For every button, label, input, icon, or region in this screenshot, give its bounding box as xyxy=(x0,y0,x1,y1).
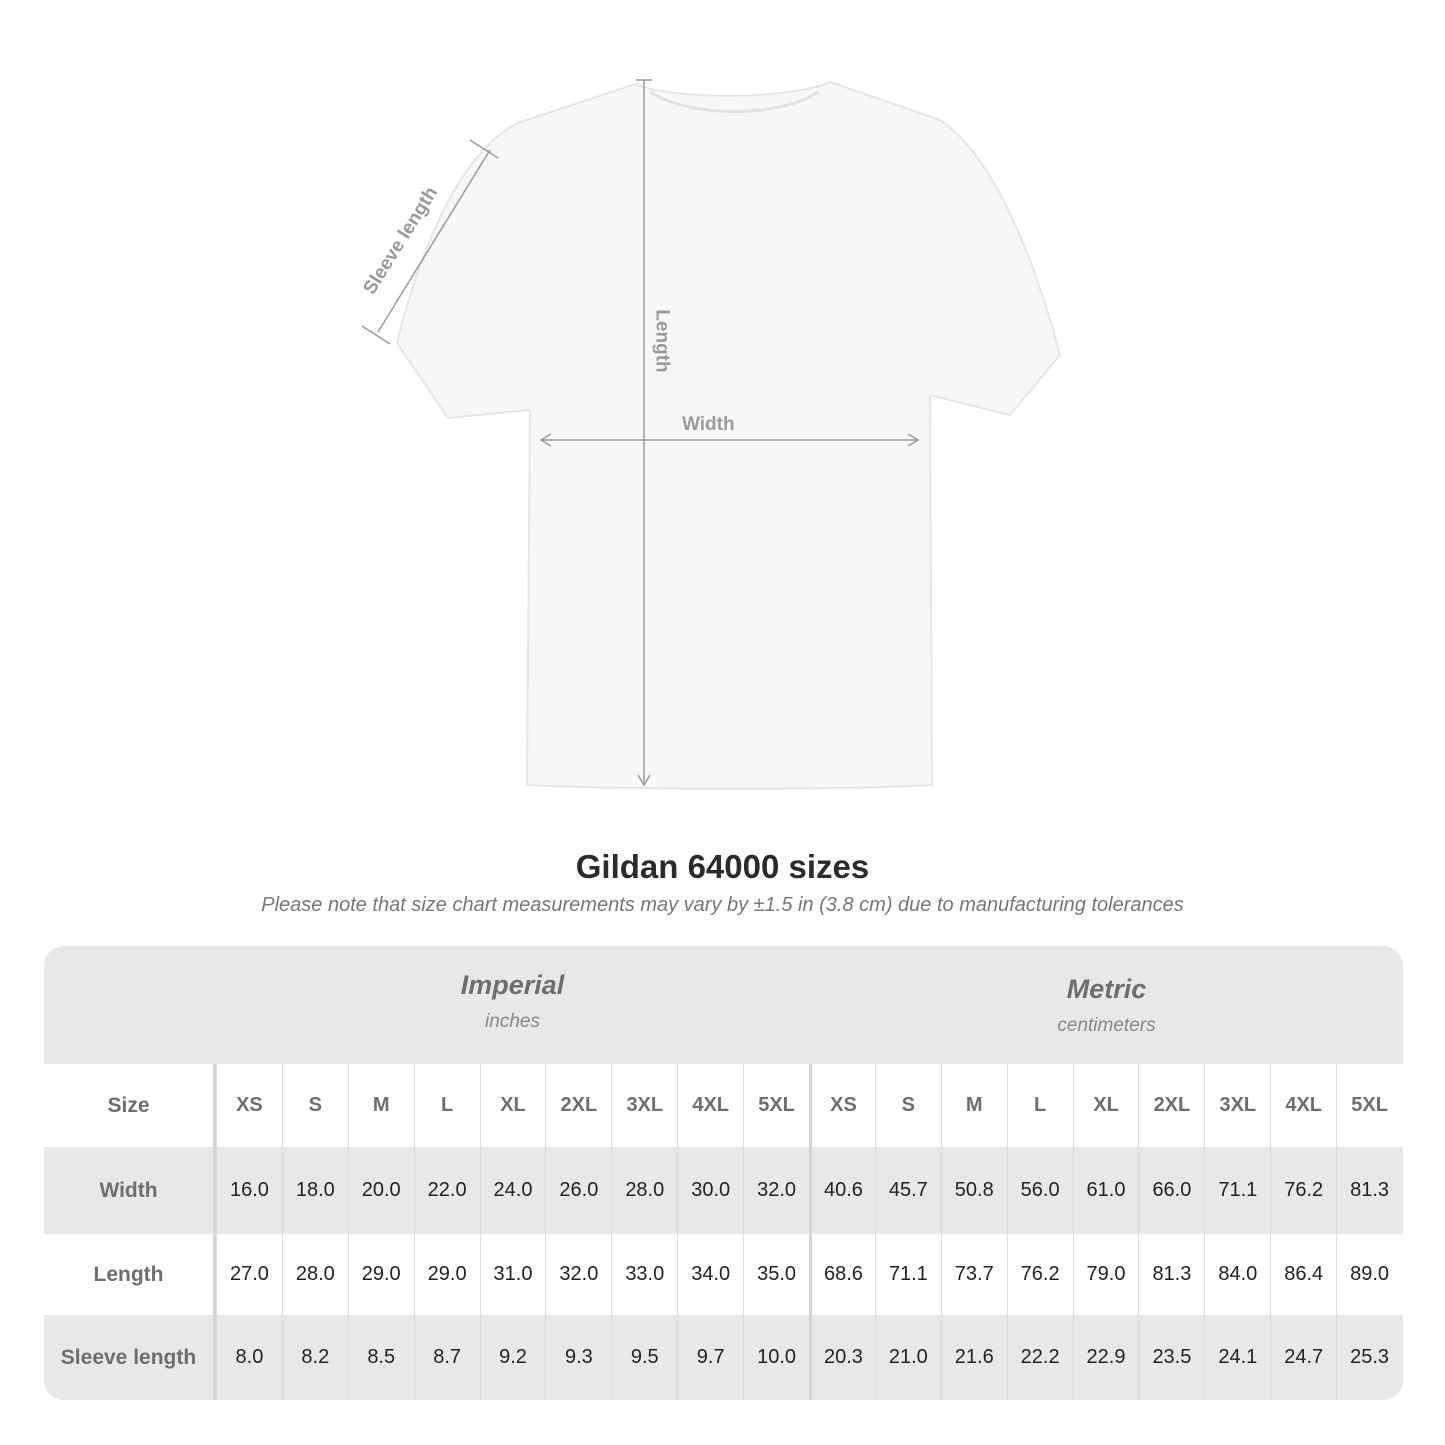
table-cell: 27.0 xyxy=(216,1234,282,1315)
size-metric-xl: XL xyxy=(1072,1064,1139,1147)
table-cell: 18.0 xyxy=(281,1147,348,1234)
table-cell: 61.0 xyxy=(1072,1147,1139,1234)
table-cell: 8.2 xyxy=(281,1315,348,1400)
table-row-width: Width 16.0 18.0 20.0 22.0 24.0 26.0 28.0 30.0 32.… xyxy=(44,1147,1403,1234)
size-metric-5xl: 5XL xyxy=(1336,1064,1402,1147)
table-cell: 9.3 xyxy=(545,1315,611,1400)
table-row-length: Length 27.0 28.0 29.0 29.0 31.0 32.0 33.0 34.0 35… xyxy=(44,1234,1403,1315)
size-metric-s: S xyxy=(874,1064,941,1147)
metric-header: Metric centimeters xyxy=(810,974,1403,1092)
table-cell: 68.6 xyxy=(809,1234,875,1315)
row-label: Length xyxy=(44,1234,216,1315)
table-cell: 81.3 xyxy=(1336,1147,1402,1234)
size-metric-4xl: 4XL xyxy=(1270,1064,1336,1147)
size-metric-3xl: 3XL xyxy=(1204,1064,1270,1147)
table-row-sleeve-length: Sleeve length 8.0 8.2 8.5 8.7 9.2 9.3 9.5 9.7 10.… xyxy=(44,1315,1403,1400)
table-cell: 33.0 xyxy=(611,1234,677,1315)
table-cell: 32.0 xyxy=(545,1234,611,1315)
table-cell: 32.0 xyxy=(743,1147,809,1234)
metric-unit: centimeters xyxy=(1057,1015,1156,1036)
table-cell: 89.0 xyxy=(1336,1234,1402,1315)
size-metric-m: M xyxy=(940,1064,1007,1147)
table-cell: 10.0 xyxy=(743,1315,809,1400)
table-cell: 79.0 xyxy=(1072,1234,1139,1315)
table-cell: 24.1 xyxy=(1204,1315,1270,1400)
table-cell: 20.3 xyxy=(809,1315,875,1400)
size-metric-xs: XS xyxy=(809,1064,875,1147)
table-cell: 71.1 xyxy=(1204,1147,1270,1234)
table-cell: 9.7 xyxy=(677,1315,743,1400)
size-label: Size xyxy=(44,1064,216,1147)
table-cell: 84.0 xyxy=(1204,1234,1270,1315)
table-cell: 8.5 xyxy=(347,1315,414,1400)
size-imperial-m: M xyxy=(347,1064,414,1147)
table-cell: 81.3 xyxy=(1138,1234,1204,1315)
table-cell: 21.0 xyxy=(874,1315,941,1400)
size-imperial-4xl: 4XL xyxy=(677,1064,743,1147)
table-cell: 8.0 xyxy=(216,1315,282,1400)
size-imperial-s: S xyxy=(281,1064,348,1147)
size-table: Imperial inches Metric centimeters Size X… xyxy=(44,946,1403,1400)
table-cell: 26.0 xyxy=(545,1147,611,1234)
table-cell: 22.9 xyxy=(1072,1315,1139,1400)
imperial-unit: inches xyxy=(485,1011,540,1032)
table-cell: 73.7 xyxy=(940,1234,1007,1315)
table-cell: 35.0 xyxy=(743,1234,809,1315)
table-cell: 71.1 xyxy=(874,1234,941,1315)
table-cell: 30.0 xyxy=(677,1147,743,1234)
page-title: Gildan 64000 sizes xyxy=(575,848,870,885)
table-cell: 16.0 xyxy=(216,1147,282,1234)
table-cell: 31.0 xyxy=(479,1234,546,1315)
table-cell: 86.4 xyxy=(1270,1234,1336,1315)
size-imperial-xl: XL xyxy=(479,1064,546,1147)
table-cell: 45.7 xyxy=(874,1147,941,1234)
length-label: Length xyxy=(651,309,673,373)
table-cell: 76.2 xyxy=(1006,1234,1073,1315)
table-cell: 22.2 xyxy=(1006,1315,1073,1400)
table-cell: 21.6 xyxy=(940,1315,1007,1400)
size-imperial-5xl: 5XL xyxy=(743,1064,809,1147)
table-cell: 50.8 xyxy=(940,1147,1007,1234)
table-cell: 23.5 xyxy=(1138,1315,1204,1400)
tshirt-image xyxy=(395,80,1062,790)
table-cell: 56.0 xyxy=(1006,1147,1073,1234)
width-arrow xyxy=(539,433,920,447)
row-label: Sleeve length xyxy=(44,1315,216,1400)
table-cell: 29.0 xyxy=(413,1234,480,1315)
width-label: Width xyxy=(682,414,735,435)
size-header-row: Size XS S M L XL 2XL 3XL 4XL 5XL XS S M L XL 2XL 3XL 4XL 5… xyxy=(44,1064,1403,1147)
table-cell: 34.0 xyxy=(677,1234,743,1315)
tolerance-note: Please note that size chart measurements… xyxy=(261,894,1184,916)
table-cell: 25.3 xyxy=(1336,1315,1402,1400)
imperial-header: Imperial inches xyxy=(216,970,809,1088)
table-cell: 20.0 xyxy=(347,1147,414,1234)
table-cell: 28.0 xyxy=(281,1234,348,1315)
row-label: Width xyxy=(44,1147,216,1234)
table-cell: 76.2 xyxy=(1270,1147,1336,1234)
size-imperial-l: L xyxy=(413,1064,480,1147)
table-cell: 24.0 xyxy=(479,1147,546,1234)
table-cell: 28.0 xyxy=(611,1147,677,1234)
table-cell: 40.6 xyxy=(809,1147,875,1234)
size-imperial-xs: XS xyxy=(216,1064,282,1147)
metric-title: Metric xyxy=(1066,974,1147,1004)
table-cell: 9.2 xyxy=(479,1315,546,1400)
table-cell: 66.0 xyxy=(1138,1147,1204,1234)
table-cell: 29.0 xyxy=(347,1234,414,1315)
sleeve-length-arrow xyxy=(361,139,499,345)
size-metric-2xl: 2XL xyxy=(1138,1064,1204,1147)
size-metric-l: L xyxy=(1006,1064,1073,1147)
size-imperial-3xl: 3XL xyxy=(611,1064,677,1147)
table-cell: 9.5 xyxy=(611,1315,677,1400)
table-cell: 8.7 xyxy=(413,1315,480,1400)
table-cell: 22.0 xyxy=(413,1147,480,1234)
length-arrow xyxy=(636,79,652,787)
tshirt-diagram xyxy=(361,79,1062,790)
table-cell: 24.7 xyxy=(1270,1315,1336,1400)
imperial-title: Imperial xyxy=(460,970,565,1000)
size-imperial-2xl: 2XL xyxy=(545,1064,611,1147)
